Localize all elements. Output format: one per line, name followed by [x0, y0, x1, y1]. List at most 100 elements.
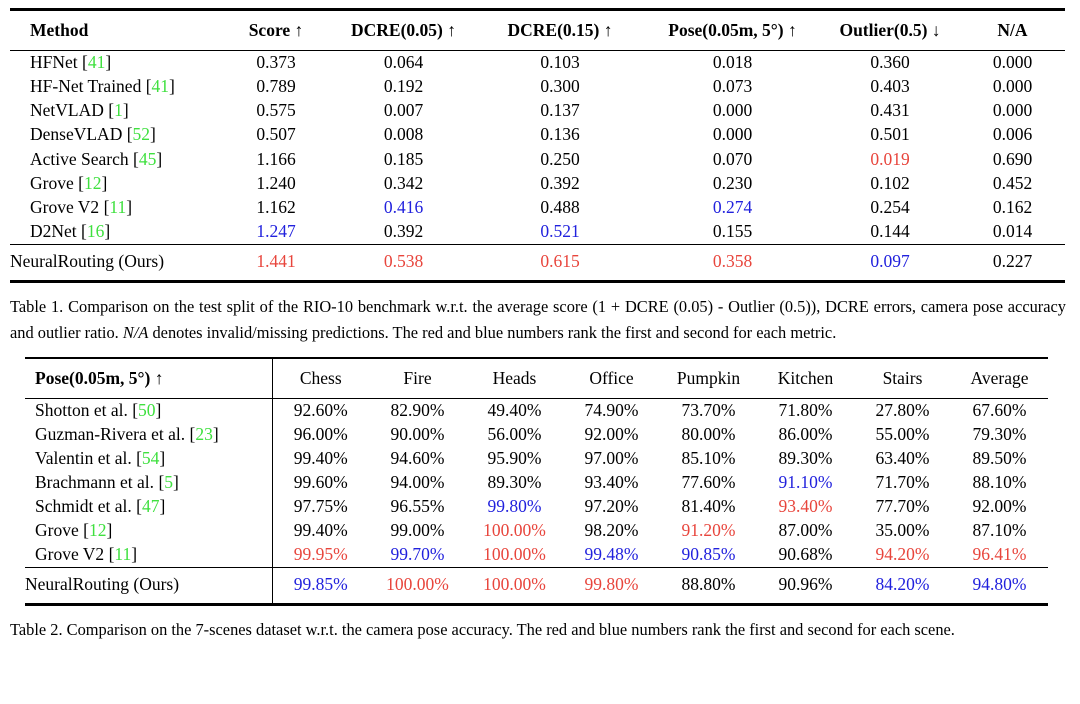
- highlight-row: NeuralRouting (Ours) 1.441 0.538 0.615 0.358…: [10, 243, 1065, 282]
- value-cell: 0.185: [383, 148, 424, 169]
- value-cell: 0.000: [992, 76, 1033, 97]
- citation-number: 1: [114, 100, 123, 121]
- value-cell: 95.90%: [487, 447, 542, 468]
- rank-first-value: 99.80%: [584, 574, 639, 595]
- caption-text: Table 2. Comparison on the 7-scenes data…: [10, 619, 955, 639]
- table-row: NetVLAD [1] 0.575 0.007 0.137 0.000 0.431 0.00…: [10, 99, 1065, 123]
- value-cell: 94.80%: [951, 566, 1048, 605]
- value-cell: 0.136: [540, 124, 580, 145]
- column-header-pose: Pose(0.05m, 5°) ↑: [645, 9, 820, 51]
- table-row: DenseVLAD [52] 0.507 0.008 0.136 0.000 0.501 0…: [10, 123, 1065, 147]
- rio10-table-header: Method Score ↑ DCRE(0.05) ↑ DCRE(0.15) ↑…: [10, 9, 1065, 51]
- value-cell: 98.20%: [584, 519, 639, 540]
- method-cell: NeuralRouting (Ours): [10, 243, 220, 282]
- value-cell: 92.60%: [271, 398, 369, 423]
- column-header-chess: Chess: [271, 357, 369, 399]
- value-cell: 0.007: [383, 100, 424, 121]
- citation-number: 54: [141, 447, 160, 468]
- column-header-average: Average: [951, 357, 1048, 399]
- value-cell: 74.90%: [584, 399, 639, 420]
- value-cell: 99.85%: [271, 566, 369, 605]
- value-cell: 0.690: [992, 148, 1033, 169]
- value-cell: 99.80%: [466, 495, 563, 519]
- value-cell: 0.392: [383, 220, 424, 241]
- seven-scenes-header: Pose(0.05m, 5°) ↑ Chess Fire Heads Offic…: [25, 357, 1048, 399]
- citation-number: 11: [114, 543, 132, 564]
- value-cell: 0.070: [712, 148, 753, 169]
- value-cell: 0.000: [992, 100, 1033, 121]
- value-cell: 55.00%: [875, 423, 930, 444]
- value-cell: 99.95%: [271, 542, 369, 568]
- value-cell: 88.10%: [972, 471, 1027, 492]
- value-cell: 0.358: [645, 243, 820, 282]
- value-cell: 0.014: [992, 220, 1033, 241]
- value-cell: 90.96%: [757, 566, 854, 605]
- table-row: HFNet [41] 0.373 0.064 0.103 0.018 0.360 0.000: [10, 51, 1065, 76]
- column-header-na: N/A: [960, 9, 1065, 51]
- value-cell: 84.20%: [854, 566, 951, 605]
- value-cell: 93.40%: [584, 471, 639, 492]
- value-cell: 73.70%: [681, 399, 736, 420]
- value-cell: 77.60%: [681, 471, 736, 492]
- value-cell: 93.40%: [757, 495, 854, 519]
- value-cell: 97.75%: [271, 494, 369, 519]
- value-cell: 96.41%: [951, 543, 1048, 567]
- citation-number: 16: [86, 220, 105, 241]
- value-cell: 0.227: [960, 243, 1065, 282]
- value-cell: 99.40%: [271, 518, 369, 543]
- value-cell: 82.90%: [390, 399, 445, 420]
- value-cell: 0.230: [712, 172, 753, 193]
- method-cell: Schmidt et al. [47]: [35, 495, 166, 516]
- value-cell: 0.103: [540, 52, 580, 73]
- citation-number: 12: [88, 519, 107, 540]
- caption-text: denotes invalid/missing predictions. The…: [148, 322, 837, 342]
- method-cell: HFNet [41]: [30, 52, 112, 73]
- value-cell: 87.10%: [972, 519, 1027, 540]
- value-cell: 71.80%: [778, 399, 833, 420]
- value-cell: 89.30%: [487, 471, 542, 492]
- citation-number: 11: [109, 196, 127, 217]
- value-cell: 94.20%: [854, 543, 951, 567]
- rank-first-value: 100.00%: [483, 519, 546, 540]
- value-cell: 96.55%: [390, 495, 445, 516]
- value-cell: 100.00%: [369, 566, 466, 605]
- value-cell: 79.30%: [972, 423, 1027, 444]
- value-cell: 99.80%: [563, 566, 660, 605]
- rank-first-value: 91.20%: [681, 519, 736, 540]
- value-cell: 0.521: [475, 220, 645, 245]
- value-cell: 0.018: [712, 52, 753, 73]
- rank-first-value: 99.95%: [293, 543, 348, 564]
- rank-first-value: 0.538: [383, 251, 424, 272]
- column-header-stairs: Stairs: [854, 357, 951, 399]
- column-header-dcre005: DCRE(0.05) ↑: [332, 9, 475, 51]
- value-cell: 35.00%: [875, 519, 930, 540]
- value-cell: 99.48%: [563, 543, 660, 567]
- value-cell: 0.144: [870, 220, 910, 241]
- method-cell: D2Net [16]: [30, 220, 111, 241]
- citation-number: 23: [195, 423, 213, 444]
- table-row: Grove [12] 99.40% 99.00% 100.00% 98.20% 91.20…: [25, 518, 1048, 543]
- method-cell: Grove V2 [11]: [30, 196, 133, 217]
- value-cell: 77.70%: [875, 495, 930, 516]
- value-cell: 27.80%: [875, 399, 930, 420]
- method-cell: DenseVLAD [52]: [30, 124, 156, 145]
- column-header-office: Office: [563, 357, 660, 399]
- value-cell: 1.247: [220, 220, 332, 245]
- value-cell: 0.162: [992, 196, 1033, 217]
- value-cell: 0.019: [820, 147, 960, 171]
- value-cell: 96.00%: [271, 422, 369, 447]
- rank-first-value: 94.20%: [875, 543, 930, 564]
- value-cell: 91.10%: [757, 471, 854, 495]
- rank-second-value: 84.20%: [875, 574, 930, 595]
- citation-number: 50: [138, 399, 156, 420]
- citation-number: 45: [138, 148, 157, 169]
- value-cell: 92.00%: [972, 495, 1027, 516]
- value-cell: 0.000: [712, 124, 753, 145]
- table1-caption: Table 1. Comparison on the test split of…: [10, 294, 1066, 346]
- method-cell: Guzman-Rivera et al. [23]: [35, 423, 219, 444]
- method-cell: Active Search [45]: [30, 148, 163, 169]
- value-cell: 71.70%: [875, 471, 930, 492]
- value-cell: 97.00%: [584, 447, 639, 468]
- seven-scenes-table: Pose(0.05m, 5°) ↑ Chess Fire Heads Offic…: [25, 356, 1048, 606]
- value-cell: 0.538: [332, 243, 475, 282]
